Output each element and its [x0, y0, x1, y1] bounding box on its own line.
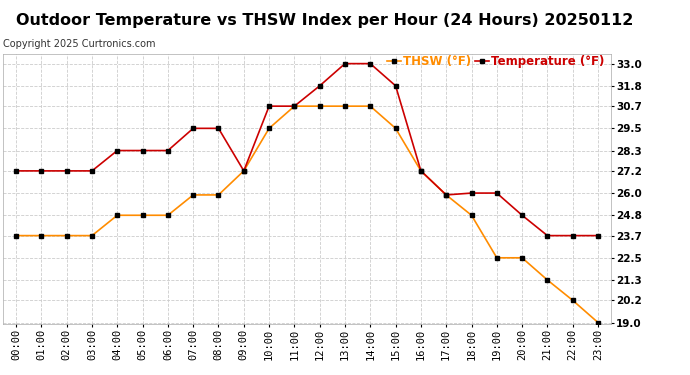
Temperature (°F): [189, 126, 197, 130]
THSW (°F): [366, 104, 375, 108]
Temperature (°F): [239, 169, 248, 173]
Temperature (°F): [442, 193, 451, 197]
THSW (°F): [391, 126, 400, 130]
Temperature (°F): [391, 84, 400, 88]
THSW (°F): [139, 213, 147, 217]
Line: Temperature (°F): Temperature (°F): [14, 61, 600, 238]
THSW (°F): [239, 169, 248, 173]
THSW (°F): [315, 104, 324, 108]
THSW (°F): [518, 255, 526, 260]
Temperature (°F): [493, 191, 501, 195]
Temperature (°F): [290, 104, 299, 108]
Temperature (°F): [215, 126, 223, 130]
THSW (°F): [417, 169, 425, 173]
Temperature (°F): [37, 169, 46, 173]
Temperature (°F): [543, 233, 551, 238]
THSW (°F): [467, 213, 475, 217]
THSW (°F): [215, 193, 223, 197]
Temperature (°F): [139, 148, 147, 153]
Legend: THSW (°F), Temperature (°F): THSW (°F), Temperature (°F): [386, 55, 604, 68]
Temperature (°F): [113, 148, 121, 153]
THSW (°F): [189, 193, 197, 197]
Temperature (°F): [518, 213, 526, 217]
Temperature (°F): [467, 191, 475, 195]
THSW (°F): [88, 233, 96, 238]
THSW (°F): [63, 233, 71, 238]
Temperature (°F): [12, 169, 20, 173]
Temperature (°F): [265, 104, 273, 108]
Temperature (°F): [594, 233, 602, 238]
THSW (°F): [164, 213, 172, 217]
Text: Outdoor Temperature vs THSW Index per Hour (24 Hours) 20250112: Outdoor Temperature vs THSW Index per Ho…: [16, 13, 633, 28]
THSW (°F): [442, 193, 451, 197]
Temperature (°F): [164, 148, 172, 153]
Temperature (°F): [569, 233, 577, 238]
Temperature (°F): [315, 84, 324, 88]
Text: Copyright 2025 Curtronics.com: Copyright 2025 Curtronics.com: [3, 39, 156, 50]
THSW (°F): [543, 278, 551, 282]
THSW (°F): [569, 298, 577, 303]
THSW (°F): [290, 104, 299, 108]
Temperature (°F): [417, 169, 425, 173]
THSW (°F): [341, 104, 349, 108]
THSW (°F): [113, 213, 121, 217]
THSW (°F): [265, 126, 273, 130]
THSW (°F): [493, 255, 501, 260]
THSW (°F): [12, 233, 20, 238]
Temperature (°F): [63, 169, 71, 173]
Line: THSW (°F): THSW (°F): [14, 104, 600, 325]
THSW (°F): [594, 320, 602, 325]
Temperature (°F): [366, 62, 375, 66]
Temperature (°F): [341, 62, 349, 66]
Temperature (°F): [88, 169, 96, 173]
THSW (°F): [37, 233, 46, 238]
